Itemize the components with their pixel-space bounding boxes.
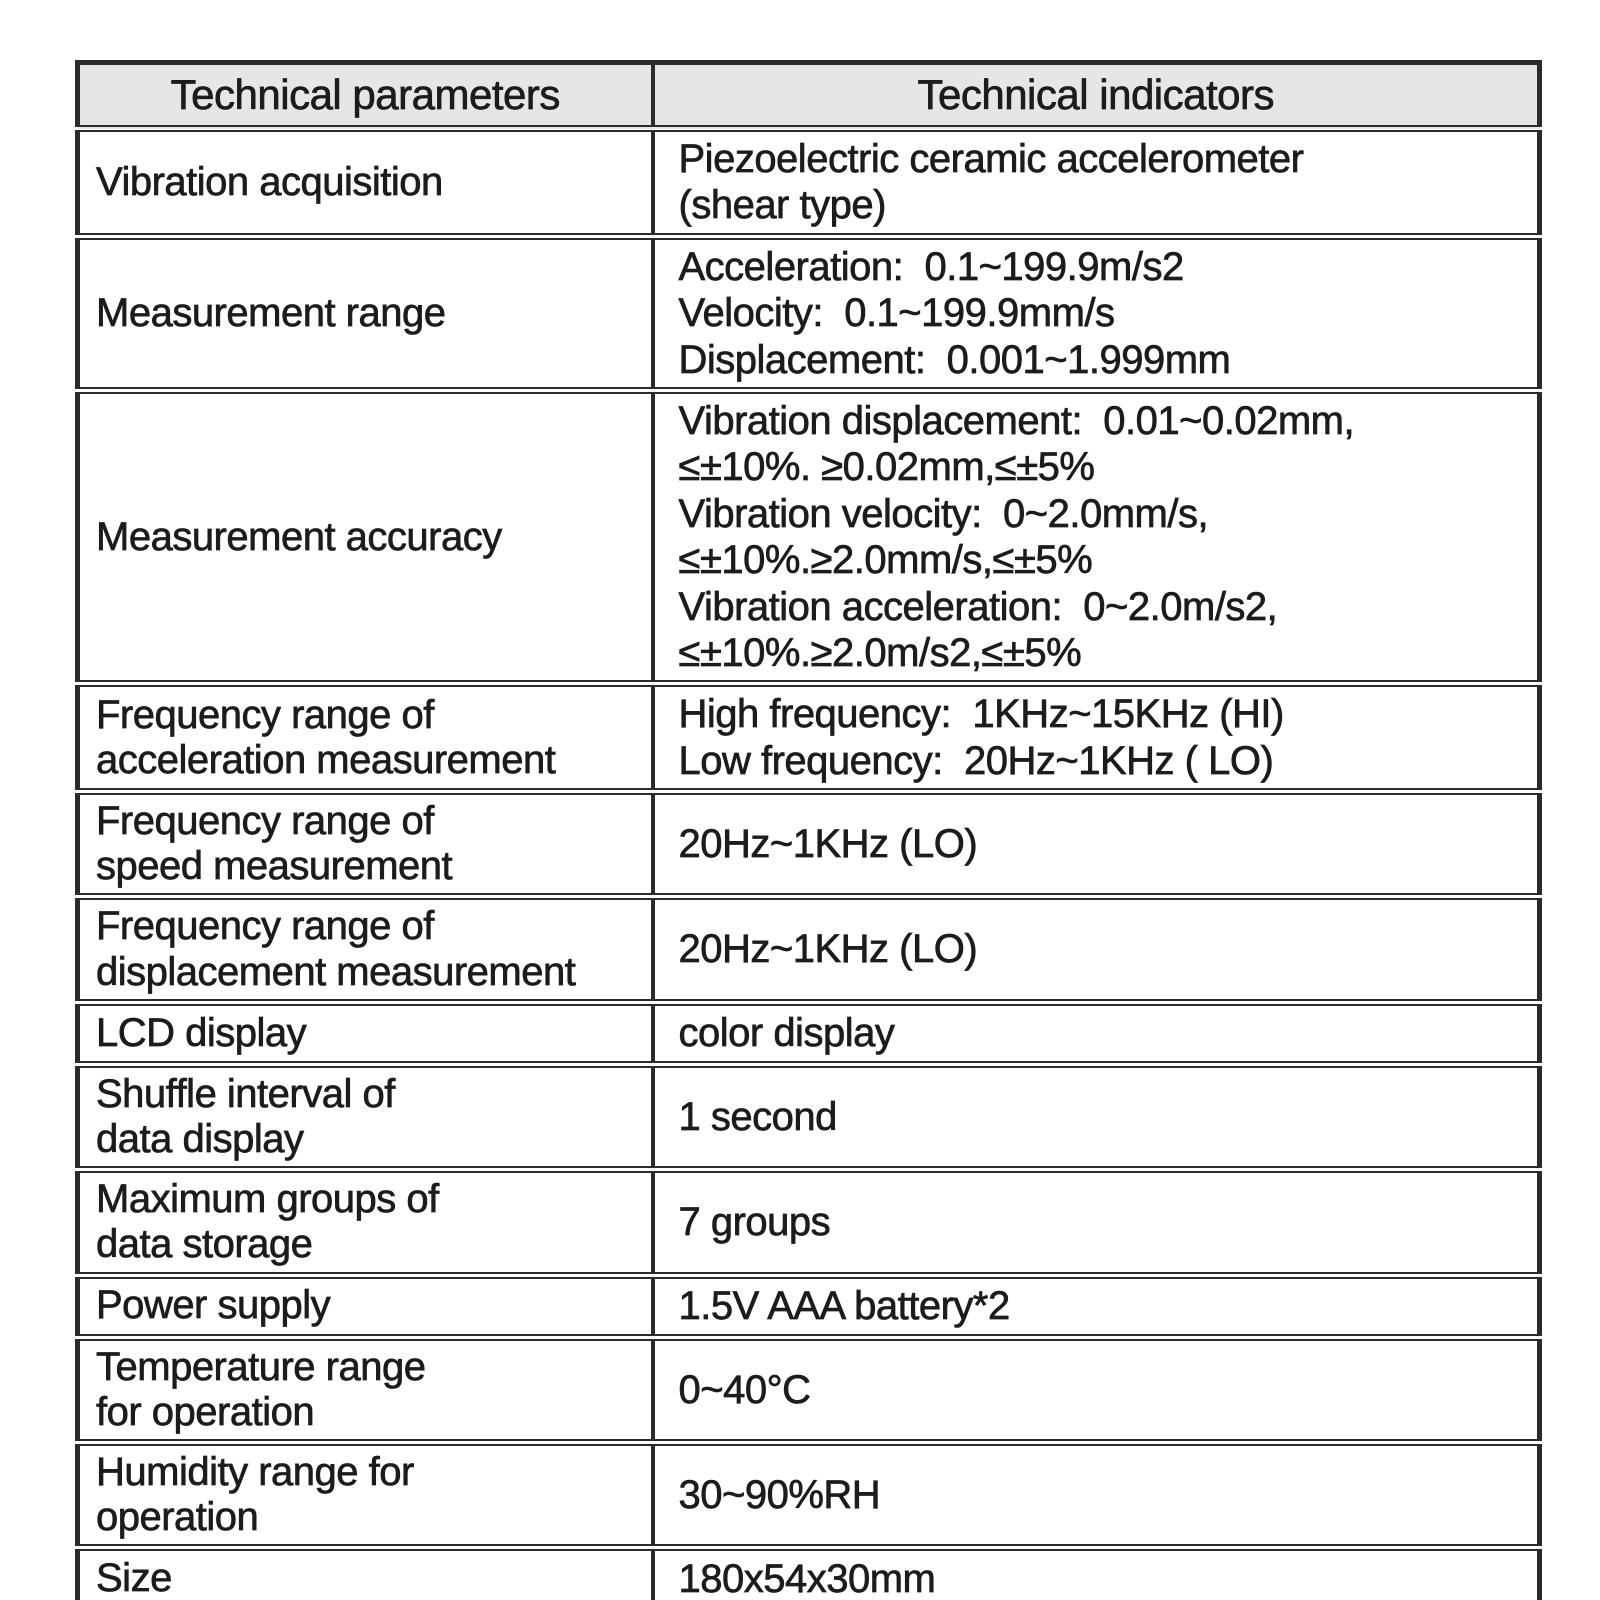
row-param: Humidity range for operation bbox=[75, 1438, 655, 1552]
table-row-measurement-range: Measurement range Acceleration: 0.1~199.… bbox=[75, 232, 1542, 394]
row-indicator: 30~90%RH bbox=[650, 1438, 1542, 1552]
row-param: Temperature range for operation bbox=[75, 1333, 655, 1446]
row-indicator: 1 second bbox=[650, 1060, 1542, 1174]
row-indicator: 0~40°C bbox=[650, 1333, 1542, 1446]
table-row-size: Size 180x54x30mm bbox=[75, 1544, 1542, 1600]
header-cell-technical-parameters: Technical parameters bbox=[75, 60, 655, 132]
row-indicator: 20Hz~1KHz (LO) bbox=[650, 893, 1542, 1006]
table-row-vibration-acquisition: Vibration acquisition Piezoelectric cera… bbox=[75, 125, 1542, 240]
table-row-frequency-range-acceleration: Frequency range of acceleration measurem… bbox=[75, 680, 1542, 796]
table-row-maximum-groups: Maximum groups of data storage 7 groups bbox=[75, 1166, 1542, 1279]
row-indicator: Piezoelectric ceramic accelerometer (she… bbox=[650, 125, 1542, 240]
table-row-frequency-range-displacement: Frequency range of displacement measurem… bbox=[75, 893, 1542, 1006]
row-param: Shuffle interval of data display bbox=[75, 1060, 655, 1174]
header-row: Technical parameters Technical indicator… bbox=[75, 60, 1542, 132]
row-param: Maximum groups of data storage bbox=[75, 1166, 655, 1279]
table-row-power-supply: Power supply 1.5V AAA battery*2 bbox=[75, 1271, 1542, 1341]
table-row-shuffle-interval: Shuffle interval of data display 1 secon… bbox=[75, 1060, 1542, 1174]
row-param: Vibration acquisition bbox=[75, 125, 655, 240]
row-indicator: 7 groups bbox=[650, 1166, 1542, 1279]
table-row-humidity-range: Humidity range for operation 30~90%RH bbox=[75, 1438, 1542, 1552]
row-param: LCD display bbox=[75, 998, 655, 1068]
technical-specs-table: Technical parameters Technical indicator… bbox=[75, 60, 1542, 1600]
row-param: Power supply bbox=[75, 1271, 655, 1341]
row-param: Measurement range bbox=[75, 232, 655, 394]
row-indicator: Acceleration: 0.1~199.9m/s2 Velocity: 0.… bbox=[650, 232, 1542, 394]
table-row-lcd-display: LCD display color display bbox=[75, 998, 1542, 1068]
row-indicator: High frequency: 1KHz~15KHz (HI) Low freq… bbox=[650, 680, 1542, 796]
table-row-frequency-range-speed: Frequency range of speed measurement 20H… bbox=[75, 788, 1542, 901]
table-row-measurement-accuracy: Measurement accuracy Vibration displacem… bbox=[75, 386, 1542, 688]
row-param: Frequency range of displacement measurem… bbox=[75, 893, 655, 1006]
row-indicator: 1.5V AAA battery*2 bbox=[650, 1271, 1542, 1341]
header-cell-technical-indicators: Technical indicators bbox=[650, 60, 1542, 132]
row-indicator: 20Hz~1KHz (LO) bbox=[650, 788, 1542, 901]
row-indicator: color display bbox=[650, 998, 1542, 1068]
row-indicator: 180x54x30mm bbox=[650, 1544, 1542, 1600]
row-param: Size bbox=[75, 1544, 655, 1600]
row-param: Measurement accuracy bbox=[75, 386, 655, 688]
table-row-temperature-range: Temperature range for operation 0~40°C bbox=[75, 1333, 1542, 1446]
row-param: Frequency range of speed measurement bbox=[75, 788, 655, 901]
row-indicator: Vibration displacement: 0.01~0.02mm, ≤±1… bbox=[650, 386, 1542, 688]
row-param: Frequency range of acceleration measurem… bbox=[75, 680, 655, 796]
